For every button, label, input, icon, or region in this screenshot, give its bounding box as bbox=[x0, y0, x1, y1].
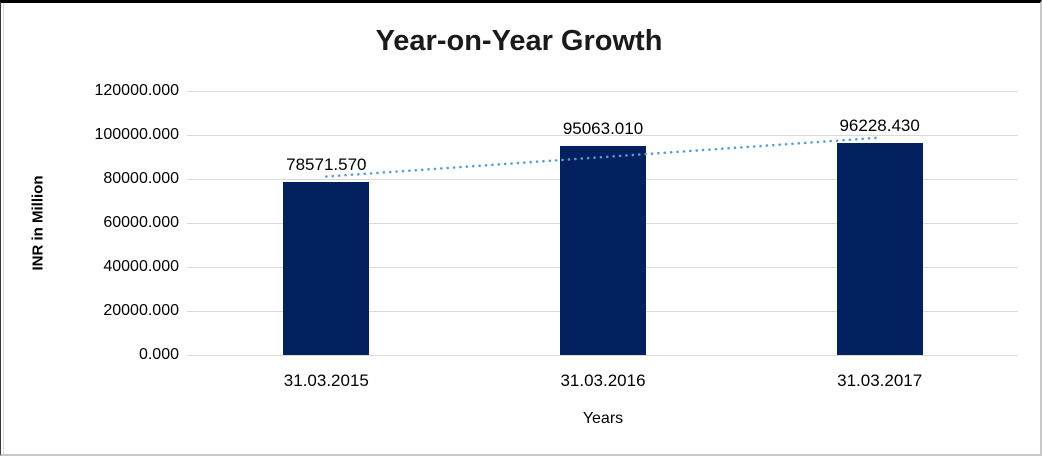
data-label: 78571.570 bbox=[286, 155, 367, 175]
y-tick-label: 0.000 bbox=[138, 346, 179, 363]
y-tick-label: 80000.000 bbox=[103, 170, 179, 187]
x-axis-title: Years bbox=[582, 410, 624, 427]
x-tick-label: 31.03.2016 bbox=[560, 371, 646, 390]
y-tick-label: 40000.000 bbox=[103, 258, 179, 275]
bar-31.03.2017 bbox=[836, 143, 923, 355]
x-tick-label: 31.03.2017 bbox=[837, 371, 923, 390]
y-tick-label: 20000.000 bbox=[103, 302, 179, 319]
gridline bbox=[187, 91, 1018, 92]
gridline bbox=[187, 355, 1018, 356]
bar-31.03.2016 bbox=[560, 145, 646, 355]
bar-31.03.2015 bbox=[283, 182, 370, 355]
y-tick-label: 100000.000 bbox=[94, 126, 179, 143]
data-label: 96228.430 bbox=[839, 116, 920, 136]
y-tick-label: 60000.000 bbox=[103, 214, 179, 231]
chart-title: Year-on-Year Growth bbox=[375, 25, 663, 57]
y-axis-title: INR in Million bbox=[29, 175, 47, 271]
gridline bbox=[187, 135, 1018, 136]
x-tick-label: 31.03.2015 bbox=[283, 371, 369, 390]
data-label: 95063.010 bbox=[562, 118, 644, 138]
y-tick-label: 120000.000 bbox=[94, 82, 179, 99]
frame-hairline bbox=[3, 3, 4, 454]
